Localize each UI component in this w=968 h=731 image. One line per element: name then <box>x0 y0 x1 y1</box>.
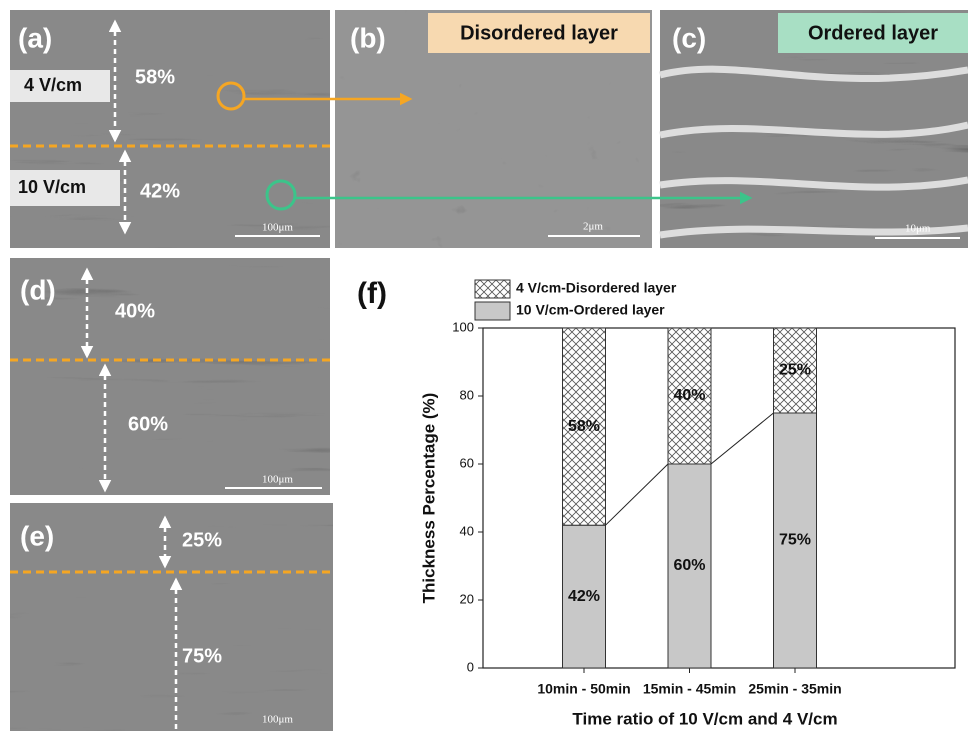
chart-f: (f) Thickness Percentage (%) Time ratio … <box>357 277 956 728</box>
panel-label: (c) <box>672 22 706 53</box>
trend-line <box>605 463 669 526</box>
panel-d: (d) 40% 60% 100μm <box>10 258 330 495</box>
y-tick-label: 20 <box>460 591 474 606</box>
percent: 40% <box>115 300 155 322</box>
y-tick-label: 100 <box>452 319 474 334</box>
layer-label: Ordered layer <box>808 22 938 44</box>
scale-label: 100μm <box>262 474 293 486</box>
fibers <box>659 65 968 239</box>
percent: 75% <box>182 645 222 667</box>
percent: 25% <box>182 529 222 551</box>
bar-segment <box>773 327 817 414</box>
x-tick-label: 10min - 50min <box>537 681 630 697</box>
data-label: 60% <box>673 557 705 574</box>
highlight-circle <box>216 81 246 111</box>
panel-e: (e) 25% 75% 100μm <box>10 503 333 731</box>
percent: 60% <box>128 413 168 435</box>
scale-label: 100μm <box>262 714 293 726</box>
panel-label: (d) <box>20 274 56 305</box>
x-tick-label: 15min - 45min <box>643 681 736 697</box>
panel-a: (a) 4 V/cm 58% 10 V/cm 42% 100μm <box>10 10 330 248</box>
label-box <box>10 70 110 102</box>
sem-texture <box>10 258 330 495</box>
scale-label: 2μm <box>583 221 603 233</box>
label-box <box>10 170 120 206</box>
field-label: 10 V/cm <box>18 177 86 197</box>
bar-segment <box>562 327 606 526</box>
panel-label: (e) <box>20 520 54 551</box>
data-label: 42% <box>568 588 600 605</box>
field-label: 4 V/cm <box>24 75 82 95</box>
data-label: 58% <box>568 418 600 435</box>
percent: 42% <box>140 180 180 202</box>
x-tick-label: 25min - 35min <box>748 681 841 697</box>
panel-b: (b) Disordered layer 2μm <box>335 10 652 248</box>
legend-swatch <box>474 279 511 299</box>
bar-segment <box>773 412 817 669</box>
bar-segment <box>562 524 606 669</box>
layer-label: Disordered layer <box>460 22 618 44</box>
legend-label: 10 V/cm-Ordered layer <box>516 302 665 318</box>
panel-label: (f) <box>357 277 387 310</box>
panel-label: (b) <box>350 22 386 53</box>
y-tick-label: 60 <box>460 455 474 470</box>
trend-line <box>710 412 774 465</box>
scale-label: 100μm <box>262 222 293 234</box>
label-box <box>428 13 650 53</box>
data-label: 75% <box>779 532 811 549</box>
y-tick-label: 80 <box>460 387 474 402</box>
bar-segment <box>667 327 712 465</box>
y-axis-label: Thickness Percentage (%) <box>419 393 438 604</box>
legend-swatch <box>474 301 511 321</box>
sem-texture <box>10 503 333 731</box>
highlight-circle <box>265 179 297 211</box>
scale-label: 10μm <box>905 223 931 235</box>
sem-texture <box>10 10 330 248</box>
data-label: 40% <box>673 387 705 404</box>
panel-c: (c) Ordered layer 10μm <box>659 10 968 248</box>
data-label: 25% <box>779 362 811 379</box>
x-axis-label: Time ratio of 10 V/cm and 4 V/cm <box>572 709 837 728</box>
percent: 58% <box>135 66 175 88</box>
legend-label: 4 V/cm-Disordered layer <box>516 280 677 296</box>
y-tick-label: 0 <box>467 659 474 674</box>
label-box <box>778 13 968 53</box>
plot-frame <box>482 327 956 669</box>
y-tick-label: 40 <box>460 523 474 538</box>
panel-label: (a) <box>18 22 52 53</box>
